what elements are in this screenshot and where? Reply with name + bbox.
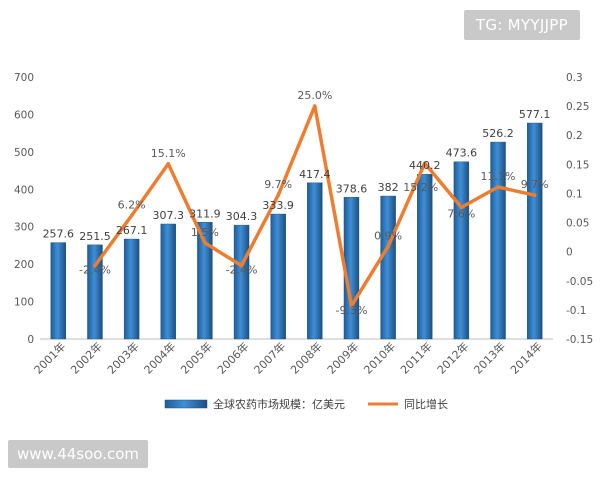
x-tick-label: 2001年 xyxy=(31,339,68,376)
bar-value-label: 526.2 xyxy=(482,127,514,140)
x-tick-label: 2008年 xyxy=(287,339,324,376)
y-left-tick-label: 600 xyxy=(14,109,34,121)
bar xyxy=(197,222,213,340)
growth-value-label: -2.4% xyxy=(79,264,111,277)
x-tick-label: 2004年 xyxy=(141,339,178,376)
growth-value-label: 0.9% xyxy=(374,229,402,242)
growth-value-label: 7.6% xyxy=(447,207,475,220)
bar xyxy=(490,141,506,340)
growth-value-label: 9.7% xyxy=(264,178,292,191)
growth-line-point xyxy=(422,161,427,165)
x-tick-label: 2011年 xyxy=(397,339,434,376)
y-right-tick-label: -0.15 xyxy=(566,334,593,346)
bar-value-label: 311.9 xyxy=(189,207,221,220)
x-tick-label: 2006年 xyxy=(214,339,251,376)
y-left-tick-label: 700 xyxy=(14,72,34,84)
bar-value-label: 440.2 xyxy=(409,159,441,172)
growth-value-label: 11.1% xyxy=(481,170,516,183)
x-tick-label: 2007年 xyxy=(251,339,288,376)
growth-line-point xyxy=(313,104,317,108)
x-tick-label: 2002年 xyxy=(68,339,105,376)
growth-value-label: 1.5% xyxy=(191,226,219,239)
y-right-tick-label: 0 xyxy=(566,247,573,259)
y-right-tick-label: 0.05 xyxy=(566,218,589,230)
y-right-tick-label: -0.05 xyxy=(566,276,593,288)
watermark-bottom: www.44soo.com xyxy=(8,440,148,468)
watermark-top: TG: MYYJJPP xyxy=(463,10,580,40)
x-tick-label: 2012年 xyxy=(434,339,471,376)
bar-value-label: 382 xyxy=(378,181,399,194)
y-left-tick-label: 400 xyxy=(14,184,34,196)
x-tick-label: 2009年 xyxy=(324,339,361,376)
bar-value-label: 333.9 xyxy=(262,199,294,212)
y-left-tick-label: 0 xyxy=(27,334,34,346)
bar xyxy=(526,122,543,340)
growth-line-point xyxy=(459,205,464,210)
data-labels: 257.6 251.5 267.1 307.3 311.9 304.3 333.9 417.4… xyxy=(43,89,551,317)
growth-value-label: 15.2% xyxy=(403,181,438,194)
legend-bar-label: 全球农药市场规模：亿美元 xyxy=(213,397,345,411)
bar xyxy=(87,244,103,340)
growth-value-label: -2.4% xyxy=(226,264,258,277)
bar-value-label: 473.6 xyxy=(446,147,478,160)
x-tick-label: 2014年 xyxy=(507,339,544,376)
x-tick-label: 2010年 xyxy=(361,339,398,376)
legend-bar-swatch xyxy=(164,399,208,409)
bar-value-label: 307.3 xyxy=(153,209,185,222)
growth-line-point xyxy=(129,213,134,218)
y-right-tick-label: 0.2 xyxy=(566,130,583,142)
growth-line-point xyxy=(239,263,244,268)
legend-line-label: 同比增长 xyxy=(404,397,448,411)
bar-value-label: 257.6 xyxy=(43,228,75,241)
growth-value-label: 25.0% xyxy=(297,89,332,102)
growth-line-point xyxy=(203,241,207,245)
growth-line xyxy=(93,104,537,308)
bar xyxy=(307,182,323,340)
growth-value-label: -9.3% xyxy=(336,304,368,317)
growth-line-point xyxy=(166,161,171,166)
bar-value-label: 267.1 xyxy=(116,224,148,237)
growth-value-label: 9.7% xyxy=(521,178,549,191)
bar-value-label: 417.4 xyxy=(299,168,331,181)
y-left-tick-label: 100 xyxy=(14,297,34,309)
y-right-tick-label: -0.1 xyxy=(566,305,587,317)
x-tick-label: 2003年 xyxy=(104,339,141,376)
growth-line-point xyxy=(386,244,390,249)
bar xyxy=(123,238,140,340)
bar-value-label: 577.1 xyxy=(519,108,551,121)
growth-line-point xyxy=(349,304,354,308)
growth-line-point xyxy=(496,185,500,189)
growth-value-label: 6.2% xyxy=(118,199,146,212)
bar-value-label: 304.3 xyxy=(226,210,258,223)
bar-value-label: 378.6 xyxy=(336,182,368,195)
x-tick-label: 2005年 xyxy=(178,339,215,376)
bar xyxy=(50,242,67,340)
y-right-tick-label: 0.3 xyxy=(566,72,583,84)
y-right-tick-label: 0.1 xyxy=(566,188,583,200)
bar-value-label: 251.5 xyxy=(79,230,111,243)
bar xyxy=(160,223,176,340)
y-left-tick-label: 500 xyxy=(14,147,34,159)
bar xyxy=(380,195,396,340)
growth-line-point xyxy=(532,193,537,197)
y-right-tick-label: 0.25 xyxy=(566,101,589,113)
growth-value-label: 15.1% xyxy=(151,147,186,160)
bar xyxy=(417,174,433,340)
y-left-tick-label: 300 xyxy=(14,222,34,234)
legend: 全球农药市场规模：亿美元 同比增长 xyxy=(164,397,448,411)
bar xyxy=(233,224,250,340)
y-right-tick-label: 0.15 xyxy=(566,159,589,171)
growth-line-point xyxy=(276,193,280,197)
bar xyxy=(270,213,286,340)
bar xyxy=(453,161,470,340)
x-tick-label: 2013年 xyxy=(471,339,508,376)
y-left-tick-label: 200 xyxy=(14,259,34,271)
growth-line-point xyxy=(93,263,97,268)
